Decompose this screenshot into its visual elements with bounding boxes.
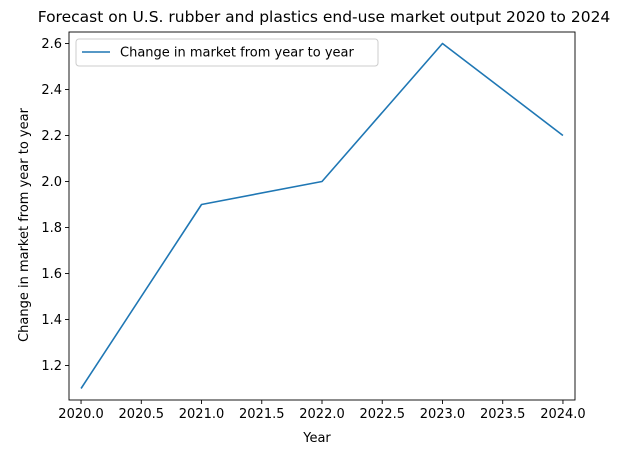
legend-box (75, 38, 379, 67)
y-tick-label: 1.4 (41, 313, 62, 328)
x-tick-label: 2022.0 (299, 407, 345, 422)
x-tick-label: 2021.0 (179, 407, 225, 422)
x-tick-label: 2021.5 (239, 407, 285, 422)
y-tick-label: 2.4 (41, 83, 62, 98)
y-axis-label: Change in market from year to year (17, 107, 32, 342)
y-tick-label: 2.0 (41, 175, 62, 190)
x-tick-label: 2024.0 (540, 407, 586, 422)
y-tick-label: 1.8 (41, 221, 62, 236)
x-tick-label: 2023.5 (480, 407, 526, 422)
y-tick-label: 1.2 (41, 359, 62, 374)
y-tick-label: 1.6 (41, 267, 62, 282)
chart-title: Forecast on U.S. rubber and plastics end… (38, 8, 611, 26)
x-tick-label: 2022.5 (359, 407, 405, 422)
x-tick-label: 2020.0 (58, 407, 104, 422)
x-axis-label: Year (302, 431, 331, 446)
legend-label: Change in market from year to year (120, 46, 355, 61)
plot-area: 2020.0 2020.5 2021.0 2021.5 2022.0 2022.5 2023… (41, 31, 586, 422)
x-tick-label: 2023.0 (420, 407, 466, 422)
y-tick-label: 2.6 (41, 37, 62, 52)
y-tick-label: 2.2 (41, 129, 62, 144)
x-tick-label: 2020.5 (119, 407, 165, 422)
series-line (80, 42, 564, 389)
